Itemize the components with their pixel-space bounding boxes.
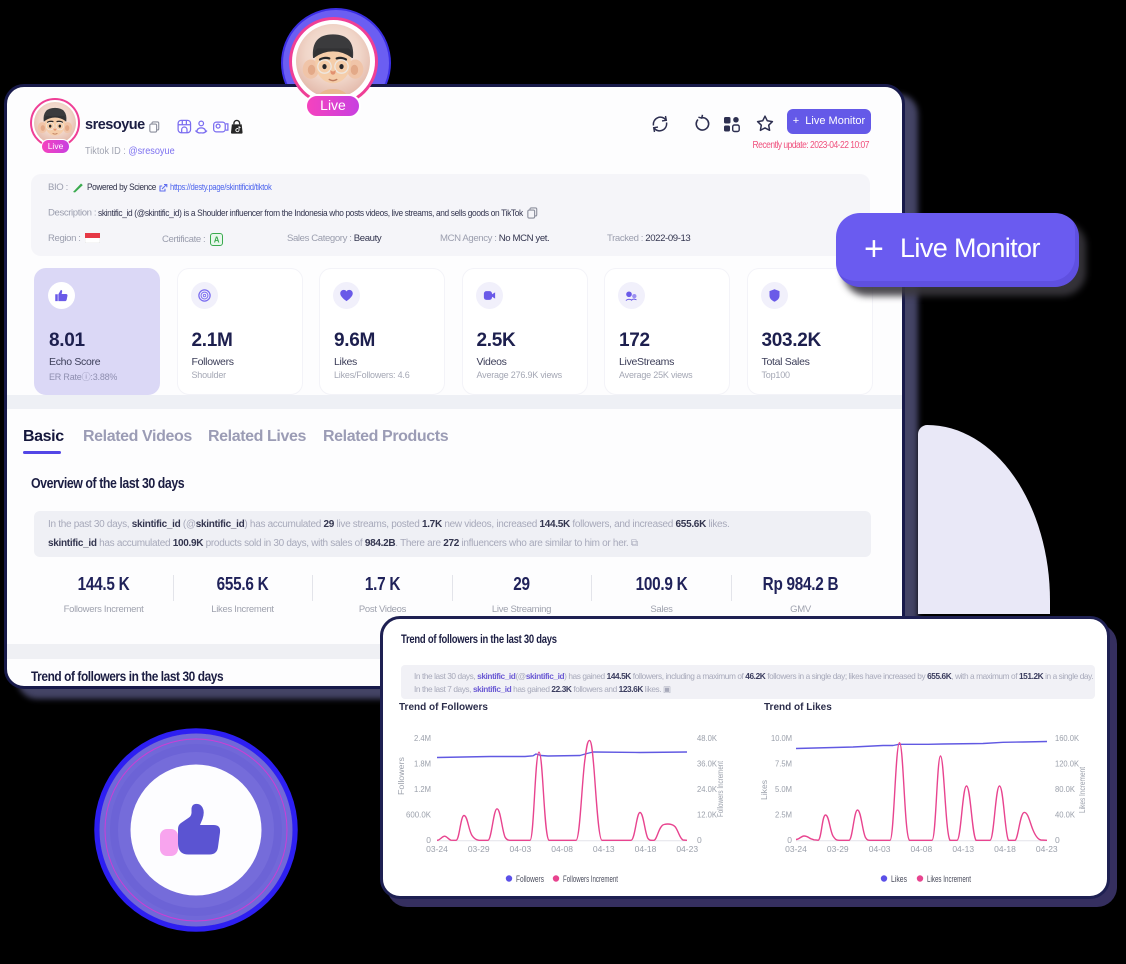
svg-text:600.0K: 600.0K: [406, 810, 431, 820]
svg-text:1.2M: 1.2M: [414, 784, 431, 794]
svg-text:04-18: 04-18: [994, 844, 1016, 854]
svg-text:12.0K: 12.0K: [697, 810, 717, 820]
svg-text:03-24: 03-24: [785, 844, 807, 854]
svg-text:Followers: Followers: [516, 874, 544, 884]
svg-text:120.0K: 120.0K: [1055, 759, 1079, 769]
svg-text:80.0K: 80.0K: [1055, 784, 1075, 794]
svg-text:Trend of Likes: Trend of Likes: [764, 702, 832, 713]
svg-text:Trend of Followers: Trend of Followers: [399, 702, 488, 713]
svg-text:7.5M: 7.5M: [775, 759, 792, 769]
svg-text:04-03: 04-03: [510, 844, 532, 854]
svg-text:04-13: 04-13: [593, 844, 615, 854]
svg-text:10.0M: 10.0M: [771, 733, 792, 743]
svg-text:03-24: 03-24: [426, 844, 448, 854]
svg-text:Followers: Followers: [396, 757, 406, 795]
svg-text:0: 0: [697, 835, 702, 845]
svg-text:03-29: 03-29: [468, 844, 490, 854]
svg-text:04-08: 04-08: [911, 844, 933, 854]
svg-text:Likes Increment: Likes Increment: [1077, 767, 1087, 813]
svg-text:0: 0: [1055, 835, 1060, 845]
svg-text:0: 0: [787, 835, 792, 845]
svg-text:40.0K: 40.0K: [1055, 810, 1075, 820]
svg-text:1.8M: 1.8M: [414, 759, 431, 769]
svg-text:A: A: [214, 236, 220, 245]
svg-text:Followers Increment: Followers Increment: [715, 761, 725, 817]
svg-text:2.5M: 2.5M: [775, 810, 792, 820]
svg-text:Likes: Likes: [759, 780, 769, 800]
svg-text:04-13: 04-13: [952, 844, 974, 854]
svg-text:Followers Increment: Followers Increment: [563, 874, 618, 884]
svg-text:2.4M: 2.4M: [414, 733, 431, 743]
svg-text:04-23: 04-23: [1036, 844, 1058, 854]
svg-text:160.0K: 160.0K: [1055, 733, 1079, 743]
svg-text:0: 0: [426, 835, 431, 845]
svg-text:04-03: 04-03: [869, 844, 891, 854]
svg-text:Likes: Likes: [891, 874, 907, 884]
svg-text:5.0M: 5.0M: [775, 784, 792, 794]
svg-text:04-08: 04-08: [551, 844, 573, 854]
svg-text:03-29: 03-29: [827, 844, 849, 854]
svg-text:24.0K: 24.0K: [697, 784, 717, 794]
svg-text:04-23: 04-23: [676, 844, 698, 854]
svg-text:Likes Increment: Likes Increment: [927, 874, 971, 884]
svg-text:36.0K: 36.0K: [697, 759, 717, 769]
svg-text:48.0K: 48.0K: [697, 733, 717, 743]
svg-text:04-18: 04-18: [635, 844, 657, 854]
